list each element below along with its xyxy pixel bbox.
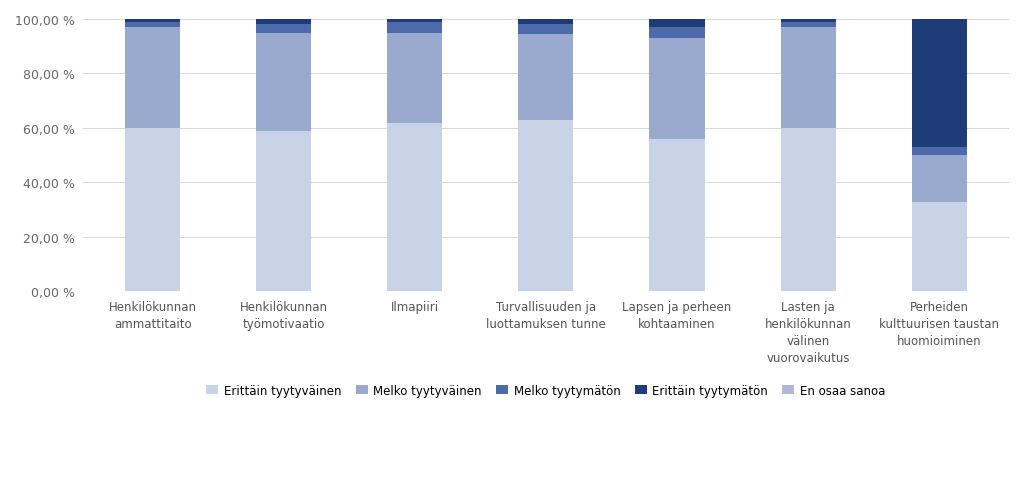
Bar (387, 34, 442, 123)
Bar (387, 123, 442, 292)
Bar (911, 20, 967, 148)
Bar (125, 23, 180, 28)
Bar (649, 20, 705, 28)
Bar (256, 26, 311, 34)
Bar (780, 28, 836, 129)
Bar (256, 20, 311, 26)
Bar (911, 202, 967, 292)
Bar (518, 26, 573, 35)
Bar (911, 156, 967, 202)
Bar (387, 23, 442, 34)
Bar (256, 34, 311, 131)
Bar (911, 148, 967, 156)
Bar (125, 20, 180, 23)
Bar (387, 20, 442, 23)
Bar (780, 20, 836, 23)
Bar (780, 23, 836, 28)
Bar (780, 129, 836, 292)
Bar (518, 121, 573, 292)
Legend: Erittäin tyytyväinen, Melko tyytyväinen, Melko tyytymätön, Erittäin tyytymätön, : Erittäin tyytyväinen, Melko tyytyväinen,… (202, 379, 890, 402)
Bar (125, 129, 180, 292)
Bar (649, 28, 705, 39)
Bar (256, 131, 311, 292)
Bar (649, 140, 705, 292)
Bar (518, 20, 573, 26)
Bar (518, 35, 573, 121)
Bar (125, 28, 180, 129)
Bar (649, 39, 705, 140)
